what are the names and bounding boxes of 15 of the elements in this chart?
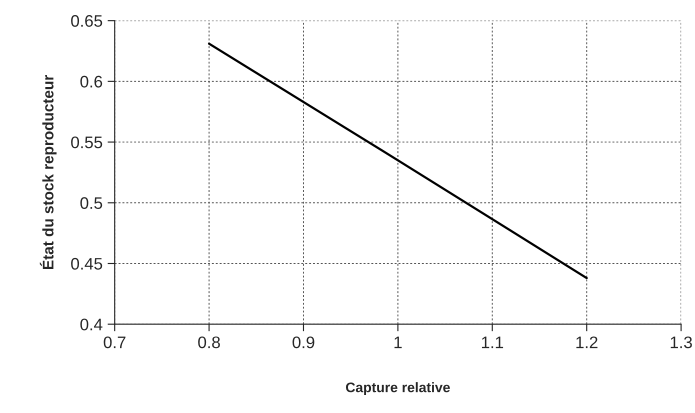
- x-tick-label: 1: [394, 336, 402, 348]
- y-tick-label: 0.55: [71, 136, 102, 148]
- y-tick-label: 0.6: [80, 76, 102, 88]
- y-tick-label: 0.45: [71, 258, 102, 270]
- y-axis-title: État du stock reproducteur: [40, 75, 57, 270]
- y-tick-label: 0.65: [71, 15, 102, 27]
- x-tick-label: 1.1: [482, 336, 504, 348]
- x-tick-label: 0.8: [198, 336, 220, 348]
- x-tick-label: 1.2: [576, 336, 598, 348]
- x-axis-title: Capture relative: [346, 382, 450, 396]
- y-tick-label: 0.5: [80, 197, 102, 209]
- x-tick-label: 0.9: [292, 336, 314, 348]
- x-tick-label: 0.7: [104, 336, 126, 348]
- x-tick-label: 1.3: [670, 336, 692, 348]
- y-tick-label: 0.4: [80, 318, 102, 330]
